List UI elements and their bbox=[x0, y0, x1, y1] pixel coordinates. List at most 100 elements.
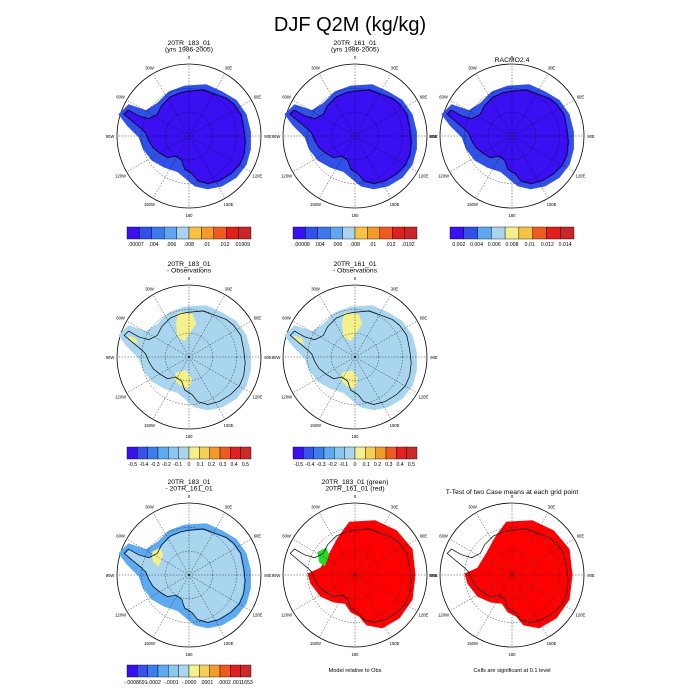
polar-map: 0 30E 60E 90E 120E 150E 180 150W 120W 90W 60W 30W bbox=[272, 276, 438, 439]
panel-title: 20TR_161_01 bbox=[333, 40, 376, 47]
panel-title: (yrs 1986-2005) bbox=[165, 47, 213, 54]
meridian-line bbox=[152, 294, 190, 358]
colorbar-tick-label: 0.3 bbox=[385, 462, 392, 468]
meridian-line bbox=[152, 73, 190, 137]
colorbar-tick-label: 0 bbox=[354, 462, 357, 468]
polar-map: 0 30E 60E 90E 120E 150E 180 150W 120W 90W 60W 30W bbox=[106, 276, 272, 439]
colorbar-box bbox=[151, 226, 165, 240]
colorbar-box bbox=[365, 446, 376, 460]
longitude-label: 180 bbox=[352, 652, 360, 657]
meridian-line bbox=[126, 135, 190, 173]
colorbar-tick-label: .01 bbox=[369, 242, 376, 248]
colorbar-box bbox=[137, 446, 148, 460]
map-panel-top-middle: 20TR_161_01(yrs 1986-2005)0 30E 60E 90E 120E… bbox=[272, 40, 438, 248]
meridian-line bbox=[188, 574, 252, 612]
longitude-label: 0 bbox=[511, 55, 514, 60]
longitude-label: 30E bbox=[225, 286, 233, 291]
colorbar-tick-label: -0.4 bbox=[139, 462, 148, 468]
colorbar-tick-label: .0002 bbox=[218, 680, 231, 686]
colorbar-box bbox=[209, 446, 221, 460]
colorbar-tick-label: -0.2 bbox=[328, 462, 337, 468]
colorbar-box bbox=[344, 446, 356, 460]
colorbar-box bbox=[176, 226, 190, 240]
longitude-label: 120E bbox=[576, 173, 586, 178]
longitude-label: 120E bbox=[253, 394, 263, 399]
meridian-line bbox=[188, 320, 252, 358]
meridian-line bbox=[354, 320, 418, 358]
polar-map: 0 30E 60E 90E 120E 150E 180 150W 120W 90W 60W 30W bbox=[106, 55, 272, 218]
longitude-label: 120E bbox=[253, 173, 263, 178]
colorbar-box bbox=[178, 446, 190, 460]
significant-cells-green bbox=[317, 547, 330, 567]
colorbar-tick-label: -.0008691 bbox=[124, 680, 147, 686]
longitude-label: 180 bbox=[352, 434, 360, 439]
colorbar-tick-label: .012 bbox=[385, 242, 395, 248]
longitude-label: 60W bbox=[282, 533, 291, 538]
meridian-line bbox=[188, 294, 226, 358]
colorbar-tick-label: -0.1 bbox=[339, 462, 348, 468]
colorbar-box bbox=[404, 226, 418, 240]
colorbar-box bbox=[126, 446, 138, 460]
colorbar-tick-label: 0.2 bbox=[374, 462, 381, 468]
field-fill bbox=[118, 305, 251, 411]
longitude-label: 150E bbox=[224, 423, 234, 428]
longitude-label: 150W bbox=[310, 202, 321, 207]
longitude-label: 120E bbox=[576, 612, 586, 617]
colorbar-box bbox=[157, 446, 169, 460]
colorbar-tick-label: 0.2 bbox=[208, 462, 215, 468]
longitude-label: 90W bbox=[429, 573, 438, 578]
meridian-line bbox=[318, 356, 356, 420]
meridian-line bbox=[475, 135, 513, 199]
longitude-label: 60W bbox=[116, 533, 125, 538]
colorbar-tick-label: 0.006 bbox=[488, 242, 501, 248]
longitude-label: 150W bbox=[144, 641, 155, 646]
latitude-circle bbox=[141, 527, 237, 623]
meridian-line bbox=[292, 356, 356, 394]
panel-title: - 20TR_161_01 bbox=[165, 486, 212, 493]
latitude-circle bbox=[331, 551, 379, 599]
longitude-label: 90W bbox=[272, 573, 281, 578]
longitude-label: 30E bbox=[225, 504, 233, 509]
colorbar-box bbox=[157, 664, 169, 678]
meridian-line bbox=[511, 135, 549, 199]
colorbar-tick-label: -0.3 bbox=[317, 462, 326, 468]
longitude-label: 60E bbox=[420, 94, 428, 99]
longitude-label: 120W bbox=[281, 394, 292, 399]
colorbar-box bbox=[201, 226, 214, 240]
positive-anomaly bbox=[293, 335, 305, 344]
polar-map: 0 30E 60E 90E 120E 150E 180 150W 120W 90W 60W 30W bbox=[272, 55, 438, 218]
longitude-label: 90E bbox=[587, 573, 595, 578]
latitude-circle bbox=[307, 527, 403, 623]
longitude-label: 30W bbox=[468, 504, 477, 509]
map-panel-bottom-middle: 20TR_183_01 (green)20TR_161_01 (red)0 30E… bbox=[272, 479, 438, 674]
latitude-circle bbox=[165, 333, 213, 381]
colorbar-tick-label: .0001 bbox=[200, 680, 213, 686]
longitude-label: 150W bbox=[144, 423, 155, 428]
meridian-line bbox=[188, 135, 226, 199]
panel-title: (yrs 1986-2005) bbox=[331, 47, 379, 54]
meridian-line bbox=[292, 135, 356, 173]
longitude-label: 90E bbox=[264, 134, 272, 139]
longitude-label: 180 bbox=[509, 652, 517, 657]
latitude-circle bbox=[331, 112, 379, 160]
colorbar-tick-label: .006 bbox=[166, 242, 176, 248]
longitude-label: 120W bbox=[115, 173, 126, 178]
colorbar-box bbox=[168, 446, 179, 460]
meridian-line bbox=[354, 512, 392, 576]
positive-anomaly bbox=[342, 312, 363, 342]
map-panel-top-right: RACMO2.40 30E 60E 90E 120E 150E 180 150W 120W 90W… bbox=[429, 55, 595, 248]
meridian-line bbox=[511, 574, 549, 638]
meridian-line bbox=[354, 356, 418, 394]
meridian-line bbox=[318, 135, 356, 199]
map-panel-bottom-right: T-Test of two Case means at each grid po… bbox=[429, 489, 595, 674]
latitude-circle bbox=[464, 88, 560, 184]
latitude-circle bbox=[464, 527, 560, 623]
longitude-label: 90W bbox=[106, 573, 115, 578]
panel-title: 20TR_183_01 bbox=[167, 40, 210, 47]
longitude-label: 60E bbox=[577, 533, 585, 538]
longitude-label: 30W bbox=[311, 286, 320, 291]
longitude-label: 90W bbox=[429, 134, 438, 139]
longitude-label: 180 bbox=[509, 213, 517, 218]
colorbar-tick-label: 0.1 bbox=[363, 462, 370, 468]
meridian-line bbox=[354, 356, 392, 420]
